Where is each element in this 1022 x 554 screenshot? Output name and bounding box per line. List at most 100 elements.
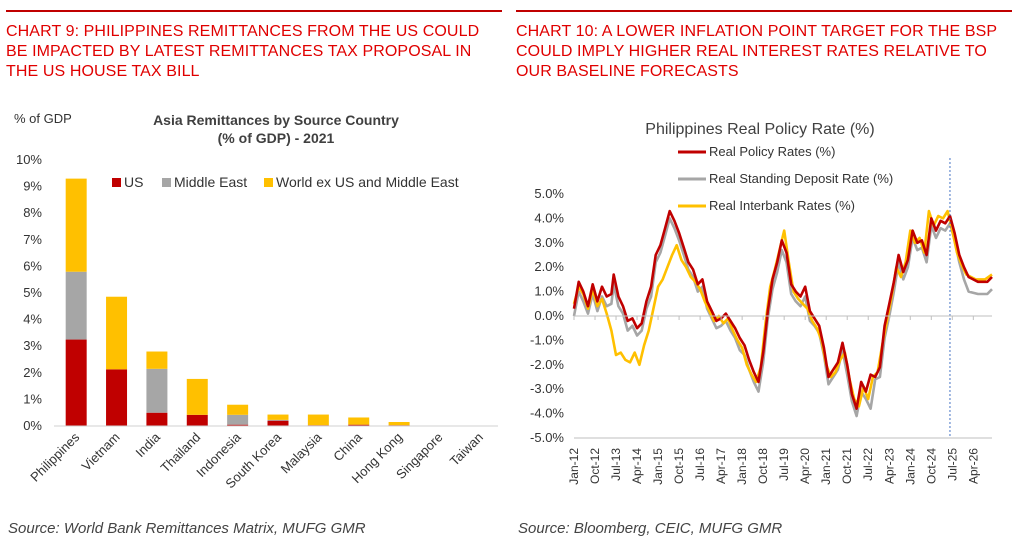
- bar-south-korea-world-ex-us-and-middle-east: [267, 414, 289, 420]
- line-series: [572, 209, 993, 418]
- x-tick-label: Oct-18: [756, 448, 770, 484]
- y-tick-label: 8%: [23, 205, 42, 220]
- chart-10-panel: CHART 10: A LOWER INFLATION POINT TARGET…: [516, 0, 1012, 554]
- bar-china-us: [348, 424, 370, 426]
- bar-india-world-ex-us-and-middle-east: [146, 351, 168, 369]
- remittances-bar-chart: % of GDP Asia Remittances by Source Coun…: [14, 111, 498, 491]
- y-tick-label: 0%: [23, 418, 42, 433]
- x-tick-label: Jan-21: [819, 448, 833, 485]
- y-tick-label: 4.0%: [534, 210, 564, 225]
- x-tick-label: Vietnam: [78, 430, 122, 474]
- x-tick-label: Jul-19: [777, 448, 791, 481]
- x-tick-label: Jan-12: [567, 448, 581, 485]
- x-tick-label: China: [330, 429, 365, 464]
- x-tick-label: Oct-24: [924, 448, 938, 484]
- bar-india-us: [146, 412, 168, 426]
- x-tick-label: Malaysia: [278, 429, 325, 476]
- y-tick-label: 3%: [23, 338, 42, 353]
- y-tick-label: -2.0%: [530, 357, 564, 372]
- bar-india-middle-east: [146, 368, 168, 413]
- heading-rule: [6, 10, 502, 12]
- y-tick-label: 5%: [23, 285, 42, 300]
- bar-south-korea-middle-east: [267, 419, 289, 421]
- x-tick-label: Oct-21: [840, 448, 854, 484]
- y-tick-label: 2%: [23, 365, 42, 380]
- x-tick-label: Jul-13: [609, 448, 623, 481]
- chart-title-line-2: (% of GDP) - 2021: [218, 130, 335, 146]
- x-tick-label: Jul-16: [693, 448, 707, 481]
- y-tick-label: 1.0%: [534, 284, 564, 299]
- chart-9-heading: CHART 9: PHILIPPINES REMITTANCES FROM TH…: [6, 23, 480, 80]
- x-tick-label: Jan-24: [903, 448, 917, 485]
- y-tick-label: -1.0%: [530, 332, 564, 347]
- x-tick-label: Jan-18: [735, 448, 749, 485]
- x-tick-label: Taiwan: [447, 430, 486, 469]
- bar-philippines-us: [65, 339, 87, 426]
- legend-label-real-interbank-rates: Real Interbank Rates (%): [709, 198, 855, 213]
- x-tick-label: Jan-15: [651, 448, 665, 485]
- y-tick-label: 6%: [23, 258, 42, 273]
- y-tick-label: 5.0%: [534, 186, 564, 201]
- y-tick-label: 4%: [23, 312, 42, 327]
- y-tick-label: -5.0%: [530, 430, 564, 445]
- bar-thailand-us: [186, 414, 208, 426]
- bar-indonesia-us: [227, 424, 249, 426]
- bar-thailand-world-ex-us-and-middle-east: [186, 378, 208, 415]
- heading-rule: [516, 10, 1012, 12]
- y-tick-label: 0.0%: [534, 308, 564, 323]
- chart-9-panel: CHART 9: PHILIPPINES REMITTANCES FROM TH…: [6, 0, 502, 554]
- x-tick-label: Apr-23: [882, 448, 896, 484]
- chart-title: Philippines Real Policy Rate (%): [645, 121, 874, 138]
- legend-label-middle-east: Middle East: [174, 174, 247, 190]
- bar-indonesia-middle-east: [227, 414, 249, 425]
- x-tick-label: Apr-14: [630, 448, 644, 484]
- y-tick-label: -4.0%: [530, 406, 564, 421]
- x-tick-label: Oct-12: [588, 448, 602, 484]
- legend-label-world-ex-us-and-middle-east: World ex US and Middle East: [276, 174, 459, 190]
- x-tick-label: Philippines: [27, 429, 82, 484]
- bar-indonesia-world-ex-us-and-middle-east: [227, 404, 249, 415]
- bar-vietnam-us: [106, 369, 128, 426]
- ylabel: % of GDP: [14, 111, 72, 126]
- bar-y-axis: 0% 1% 2% 3% 4% 5% 6% 7% 8% 9% 10%: [16, 152, 42, 433]
- x-tick-label: India: [132, 429, 163, 460]
- bar-philippines-middle-east: [65, 271, 87, 340]
- chart-title-line-1: Asia Remittances by Source Country: [153, 112, 399, 128]
- legend-label-real-standing-deposit-rate: Real Standing Deposit Rate (%): [709, 171, 893, 186]
- chart-10-heading: CHART 10: A LOWER INFLATION POINT TARGET…: [516, 23, 997, 80]
- real-policy-rate-line-chart: Philippines Real Policy Rate (%) Real Po…: [530, 121, 993, 485]
- bar-south-korea-us: [267, 420, 289, 426]
- x-tick-label: Jul-22: [861, 448, 875, 481]
- legend-swatch-us: [112, 178, 121, 187]
- bar-philippines-world-ex-us-and-middle-east: [65, 178, 87, 272]
- series-line-real-policy-rates: [572, 209, 993, 410]
- bar-series: [65, 178, 410, 426]
- legend-label-real-policy-rates: Real Policy Rates (%): [709, 144, 835, 159]
- legend-label-us: US: [124, 174, 143, 190]
- legend-swatch-world-ex-us-and-middle-east: [264, 178, 273, 187]
- chart-9-source: Source: World Bank Remittances Matrix, M…: [8, 520, 366, 537]
- line-y-axis: 5.0% 4.0% 3.0% 2.0% 1.0% 0.0% -1.0% -2.0% -3.0% -…: [530, 186, 564, 445]
- x-tick-label: Apr-17: [714, 448, 728, 484]
- bar-china-world-ex-us-and-middle-east: [348, 417, 370, 425]
- x-tick-label: Jul-25: [945, 448, 959, 481]
- y-tick-label: -3.0%: [530, 381, 564, 396]
- y-tick-label: 9%: [23, 179, 42, 194]
- line-legend: Real Policy Rates (%) Real Standing Depos…: [678, 144, 893, 213]
- chart-10-source: Source: Bloomberg, CEIC, MUFG GMR: [518, 520, 783, 537]
- bar-vietnam-world-ex-us-and-middle-east: [106, 296, 128, 370]
- x-tick-label: Apr-20: [798, 448, 812, 484]
- y-tick-label: 1%: [23, 391, 42, 406]
- y-tick-label: 2.0%: [534, 259, 564, 274]
- line-x-axis: Jan-12 Oct-12 Jul-13 Apr-14 Jan-15 Oct-15 Jul-…: [567, 315, 992, 485]
- y-tick-label: 3.0%: [534, 235, 564, 250]
- y-tick-label: 10%: [16, 152, 42, 167]
- x-tick-label: Apr-26: [966, 448, 980, 484]
- bar-hong-kong-world-ex-us-and-middle-east: [388, 422, 410, 426]
- bar-legend: US Middle East World ex US and Middle East: [112, 174, 459, 190]
- x-tick-label: Oct-15: [672, 448, 686, 484]
- legend-swatch-middle-east: [162, 178, 171, 187]
- y-tick-label: 7%: [23, 232, 42, 247]
- bar-malaysia-world-ex-us-and-middle-east: [307, 414, 329, 426]
